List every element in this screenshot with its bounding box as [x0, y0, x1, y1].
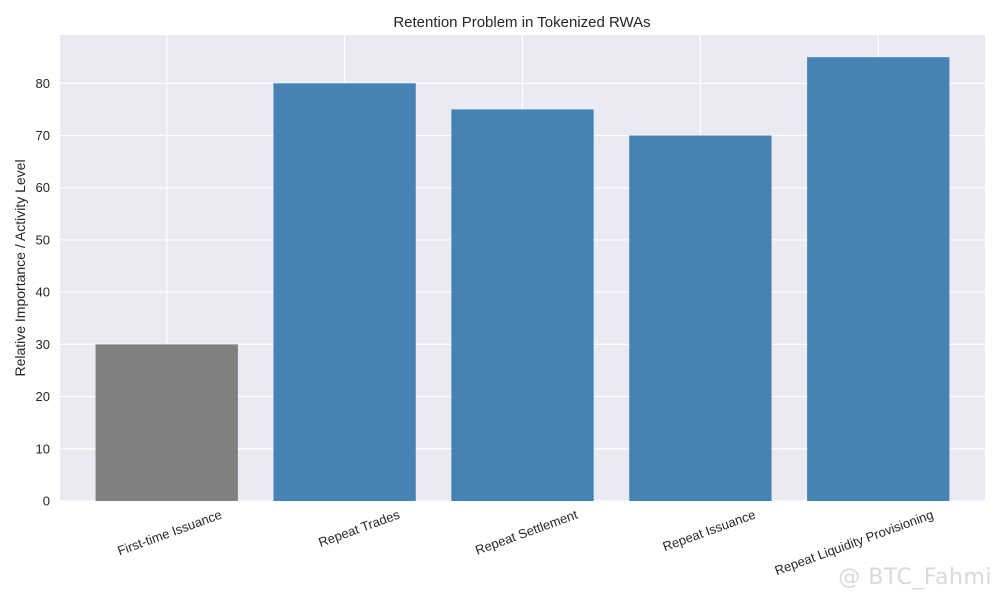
y-tick-label: 30: [36, 337, 50, 352]
bar-repeat-trades: [273, 83, 416, 501]
x-tick-label: Repeat Settlement: [473, 507, 580, 558]
y-tick-label: 10: [36, 441, 50, 456]
y-tick-label: 40: [36, 285, 50, 300]
y-tick-label: 80: [36, 76, 50, 91]
y-tick-label: 50: [36, 232, 50, 247]
watermark: @ BTC_Fahmi: [838, 565, 992, 590]
x-tick-label: First-time Issuance: [115, 507, 223, 559]
chart-title: Retention Problem in Tokenized RWAs: [393, 14, 650, 31]
y-tick-label: 0: [43, 494, 50, 509]
y-tick-labels: 0 10 20 30 40 50 60 70 80: [36, 76, 50, 509]
y-tick-label: 20: [36, 389, 50, 404]
bar-repeat-issuance: [629, 135, 772, 501]
bar-first-time-issuance: [95, 344, 238, 501]
x-tick-label: Repeat Trades: [316, 507, 402, 550]
bar-repeat-liquidity-provisioning: [807, 57, 950, 501]
y-tick-label: 60: [36, 180, 50, 195]
bars: [95, 57, 950, 502]
y-axis-label: Relative Importance / Activity Level: [12, 159, 28, 376]
x-tick-labels: First-time Issuance Repeat Trades Repeat S…: [115, 507, 935, 579]
x-tick-label: Repeat Issuance: [661, 507, 758, 554]
y-tick-label: 70: [36, 128, 50, 143]
bar-repeat-settlement: [451, 109, 594, 502]
